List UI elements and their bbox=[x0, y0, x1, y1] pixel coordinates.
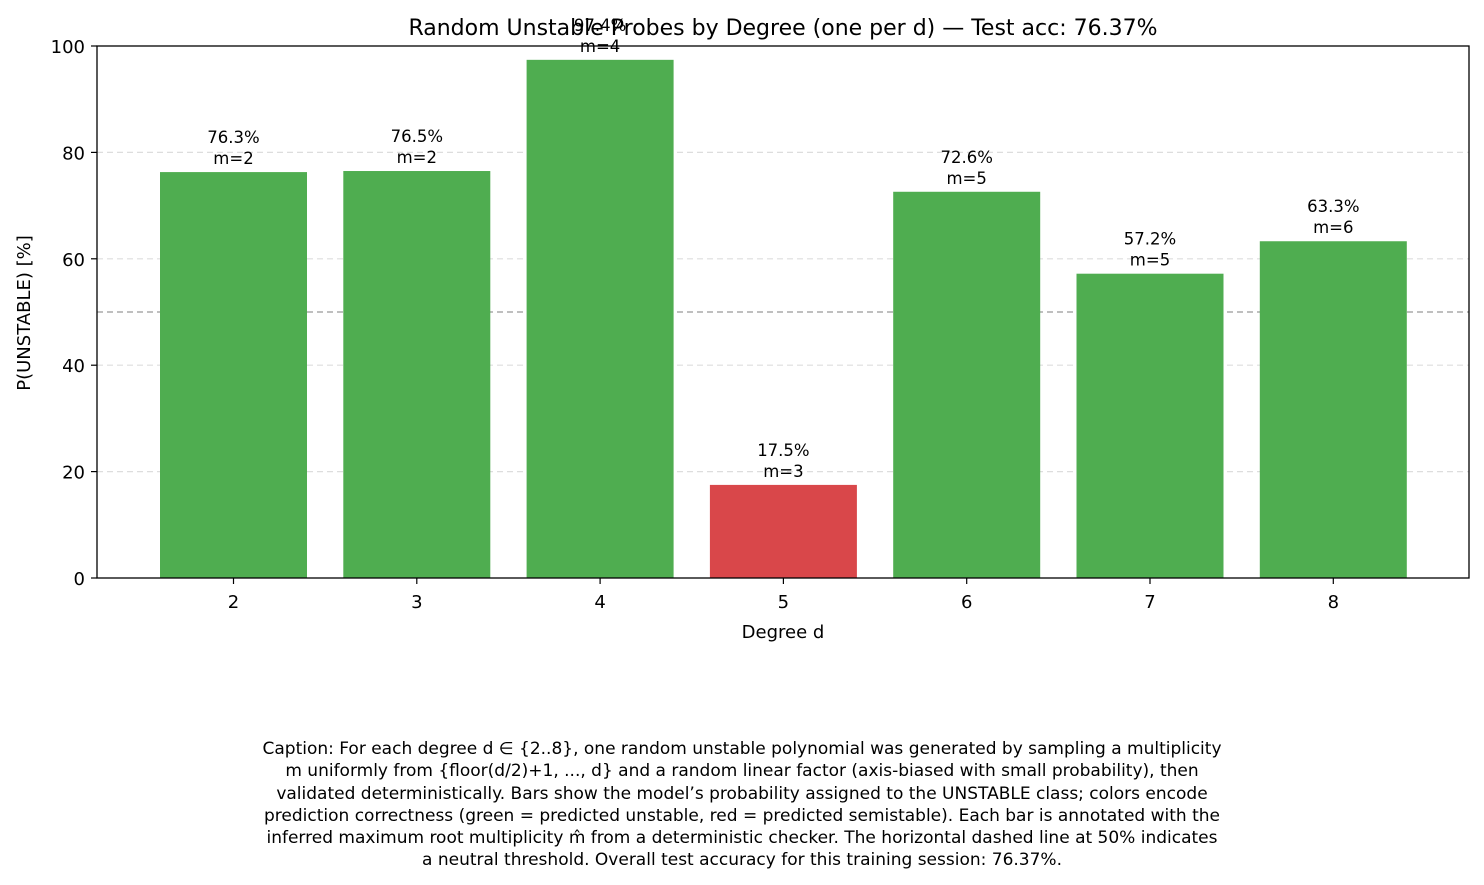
bar bbox=[160, 172, 307, 579]
x-tick-label: 4 bbox=[594, 592, 605, 613]
bar bbox=[1076, 273, 1224, 578]
bar-multiplicity-label: m=6 bbox=[1313, 218, 1353, 237]
bars bbox=[160, 59, 1407, 579]
x-tick-label: 3 bbox=[411, 592, 422, 613]
y-axis: 0 20 40 60 80 100 bbox=[51, 37, 97, 590]
y-tick-label: 40 bbox=[62, 356, 85, 377]
bar-value-label: 57.2% bbox=[1124, 230, 1176, 249]
bar-annotations: 76.3% m=2 76.5% m=2 97.4% m=4 17.5% m=3 72.6% m=5… bbox=[207, 16, 1359, 481]
bar bbox=[343, 171, 491, 578]
bar-value-label: 76.5% bbox=[391, 127, 443, 146]
x-tick-label: 7 bbox=[1144, 592, 1155, 613]
bar-chart: 0 20 40 60 80 100 2 3 4 5 6 7 8 76.3% m=2 76.5% m=2 97.… bbox=[14, 16, 1470, 643]
x-axis: 2 3 4 5 6 7 8 bbox=[228, 578, 1339, 613]
x-tick-label: 6 bbox=[961, 592, 972, 613]
y-tick-label: 20 bbox=[62, 463, 85, 484]
bar-value-label: 76.3% bbox=[207, 128, 259, 147]
y-tick-label: 80 bbox=[62, 143, 85, 164]
x-tick-label: 5 bbox=[778, 592, 789, 613]
x-axis-label: Degree d bbox=[742, 622, 825, 643]
grid-lines bbox=[97, 151, 1469, 473]
bar-multiplicity-label: m=5 bbox=[946, 169, 986, 188]
bar-multiplicity-label: m=3 bbox=[763, 462, 803, 481]
bar bbox=[709, 484, 857, 578]
y-tick-label: 100 bbox=[51, 37, 85, 58]
bar-multiplicity-label: m=2 bbox=[397, 148, 437, 167]
bar bbox=[1259, 241, 1407, 578]
y-tick-label: 60 bbox=[62, 250, 85, 271]
bar bbox=[893, 191, 1041, 578]
bar-value-label: 72.6% bbox=[940, 148, 992, 167]
bar-value-label: 17.5% bbox=[757, 441, 809, 460]
y-tick-label: 0 bbox=[74, 569, 85, 590]
bar-multiplicity-label: m=4 bbox=[580, 37, 620, 56]
bar-value-label: 63.3% bbox=[1307, 197, 1359, 216]
bar bbox=[526, 59, 674, 578]
x-tick-label: 2 bbox=[228, 592, 239, 613]
x-tick-label: 8 bbox=[1328, 592, 1339, 613]
bar-multiplicity-label: m=5 bbox=[1130, 251, 1170, 270]
y-axis-label: P(UNSTABLE) [%] bbox=[14, 235, 35, 391]
bar-value-label: 97.4% bbox=[574, 16, 626, 35]
figure-caption: Caption: For each degree d ∈ {2..8}, one… bbox=[262, 739, 1222, 871]
bar-multiplicity-label: m=2 bbox=[213, 149, 253, 168]
chart-title: Random Unstable Probes by Degree (one pe… bbox=[408, 16, 1157, 41]
